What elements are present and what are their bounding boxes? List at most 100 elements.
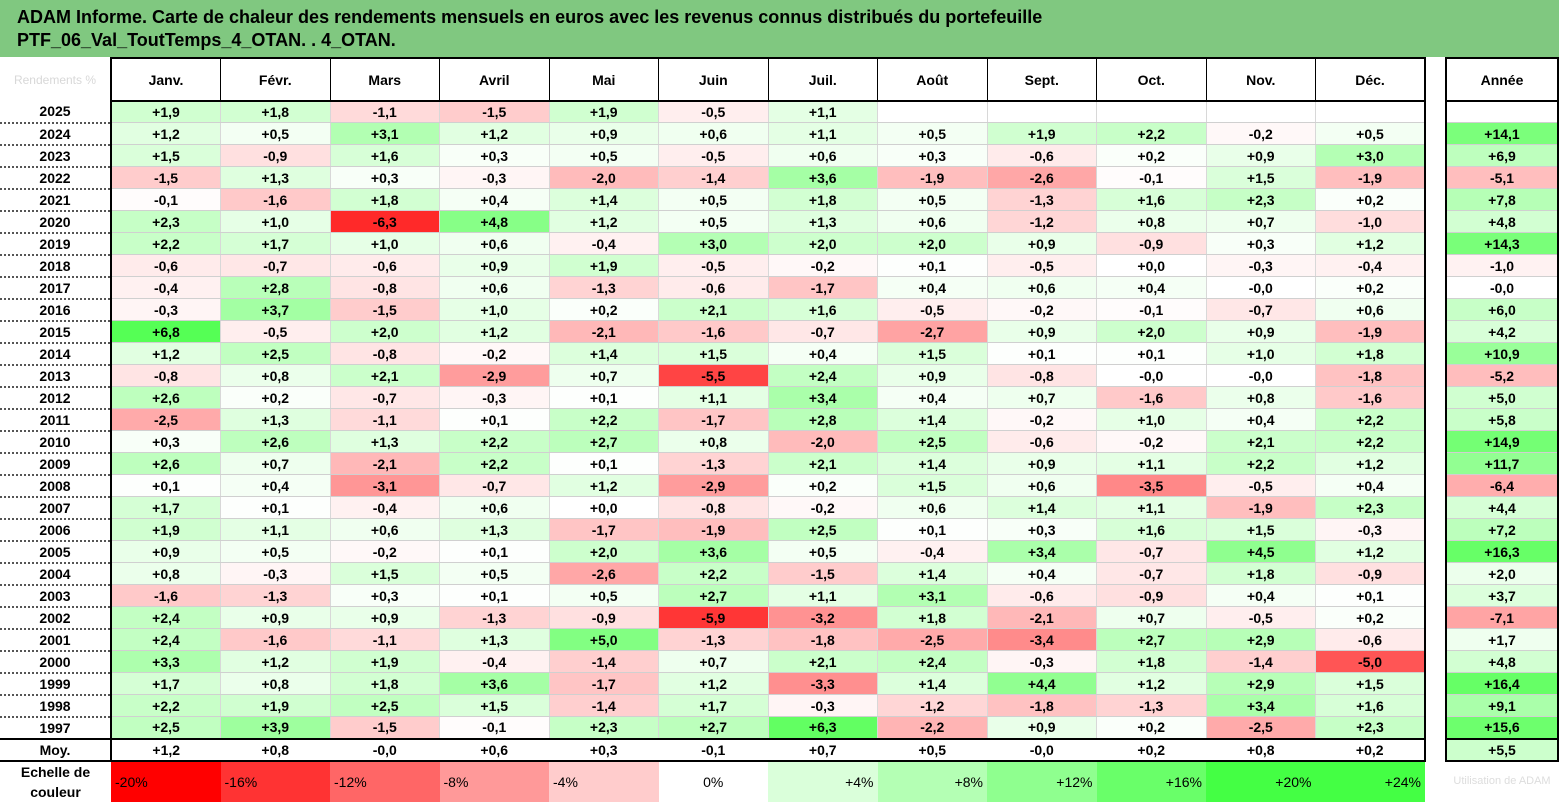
average-cell: +0,6	[439, 737, 549, 762]
heatmap-cell: -1,5	[329, 716, 440, 739]
heatmap-cell: +2,4	[110, 606, 221, 629]
average-row: Moy. +1,2 +0,8 -0,0 +0,6 +0,3 -0,1 +0,7 +0,5 -0,0…	[0, 737, 1559, 762]
heatmap-cell: +0,6	[439, 232, 549, 255]
heatmap-row: 2000 +3,3 +1,2 +1,9 -0,4 -1,4 +0,7 +2,1 +2,4 -0,3…	[0, 650, 1559, 674]
heatmap-cell: +4,8	[439, 210, 549, 233]
heatmap-cell: -1,0	[1315, 210, 1426, 233]
column-gap	[1425, 672, 1446, 695]
heatmap-cell: +0,1	[548, 452, 659, 475]
year-label: 2018	[0, 254, 111, 278]
heatmap-cell: +0,6	[986, 276, 1097, 299]
month-header: Mars	[329, 57, 440, 102]
heatmap-cell: +2,0	[767, 232, 878, 255]
heatmap-cell: -1,1	[329, 408, 440, 431]
heatmap-row: 2025 +1,9 +1,8 -1,1 -1,5 +1,9 -0,5 +1,1	[0, 101, 1559, 124]
heatmap-cell: +0,9	[986, 320, 1097, 343]
heatmap-row: 2023 +1,5 -0,9 +1,6 +0,3 +0,5 -0,5 +0,6 +0,3 -0,6…	[0, 144, 1559, 168]
corner-label: Rendements %	[13, 72, 97, 87]
annual-return-cell: +16,4	[1445, 672, 1559, 695]
heatmap-cell: +1,1	[220, 518, 330, 541]
heatmap-cell: +2,7	[658, 716, 768, 739]
heatmap-cell: -0,8	[329, 342, 440, 365]
heatmap-row: 2009 +2,6 +0,7 -2,1 +2,2 +0,1 -1,3 +2,1 +1,4 +0,9…	[0, 452, 1559, 476]
heatmap-cell: +0,3	[877, 144, 987, 167]
heatmap-cell: +0,1	[110, 474, 221, 497]
year-label: 2000	[0, 650, 111, 674]
heatmap-cell: +0,6	[658, 122, 768, 145]
heatmap-row: 2015 +6,8 -0,5 +2,0 +1,2 -2,1 -1,6 -0,7 -2,7 +0,9…	[0, 320, 1559, 344]
heatmap-cell: -0,5	[986, 254, 1097, 277]
heatmap-cell: +2,5	[220, 342, 330, 365]
heatmap-cell: +2,4	[110, 628, 221, 651]
heatmap-cell: +3,9	[220, 716, 330, 739]
heatmap-row: 2020 +2,3 +1,0 -6,3 +4,8 +1,2 +0,5 +1,3 +0,6 -1,2…	[0, 210, 1559, 234]
heatmap-cell: -0,0	[1205, 276, 1316, 299]
annual-return-cell: +4,8	[1445, 650, 1559, 673]
heatmap-cell: -1,3	[658, 628, 768, 651]
heatmap-cell: +5,0	[548, 628, 659, 651]
heatmap-cell: +0,2	[1315, 606, 1426, 629]
heatmap-cell: -0,7	[1096, 562, 1206, 585]
heatmap-cell: -1,1	[329, 628, 440, 651]
average-cell: +0,2	[1096, 737, 1206, 762]
heatmap-cell: +0,5	[548, 584, 659, 607]
color-scale-swatch: -20%	[111, 760, 221, 802]
heatmap-cell: +2,2	[658, 562, 768, 585]
heatmap-cell: +0,7	[548, 364, 659, 387]
heatmap-cell: +1,3	[767, 210, 878, 233]
heatmap-cell: -0,1	[1096, 298, 1206, 321]
heatmap-cell: +0,2	[220, 386, 330, 409]
heatmap-cell: -3,5	[1096, 474, 1206, 497]
year-label: 2021	[0, 188, 111, 212]
heatmap-cell: +0,9	[877, 364, 987, 387]
heatmap-cell: +0,5	[439, 562, 549, 585]
heatmap-cell: +1,4	[877, 672, 987, 695]
heatmap-cell: +0,9	[439, 254, 549, 277]
heatmap-cell: -1,6	[220, 628, 330, 651]
heatmap-cell: +1,5	[877, 342, 987, 365]
heatmap-cell: +1,4	[877, 408, 987, 431]
heatmap-cell: +0,4	[1315, 474, 1426, 497]
month-header: Juil.	[767, 57, 878, 102]
heatmap-cell: -0,5	[877, 298, 987, 321]
heatmap-cell: +2,2	[110, 232, 221, 255]
heatmap-cell: +0,2	[1096, 716, 1206, 739]
heatmap-cell: -2,9	[658, 474, 768, 497]
column-gap	[1425, 342, 1446, 365]
heatmap-cell: +1,3	[439, 518, 549, 541]
column-gap	[1425, 496, 1446, 519]
color-scale-swatch: +4%	[768, 760, 878, 802]
heatmap-cell: +1,8	[877, 606, 987, 629]
heatmap-cell: -1,3	[548, 276, 659, 299]
heatmap-cell: +2,3	[110, 210, 221, 233]
heatmap-cell: +1,4	[548, 188, 659, 211]
heatmap-cell: -1,4	[548, 650, 659, 673]
heatmap-cell: +2,3	[1315, 496, 1426, 519]
heatmap-cell: +0,0	[1096, 254, 1206, 277]
heatmap-cell: +1,5	[329, 562, 440, 585]
color-scale-swatch: -8%	[439, 760, 549, 802]
heatmap-cell: -0,4	[329, 496, 440, 519]
heatmap-cell: -5,5	[658, 364, 768, 387]
heatmap-cell: -1,2	[877, 694, 987, 717]
heatmap-cell: +1,2	[658, 672, 768, 695]
color-scale-swatch: +16%	[1096, 760, 1206, 802]
heatmap-cell: -0,6	[110, 254, 221, 277]
heatmap-cell: +1,8	[329, 672, 440, 695]
heatmap-row: 2013 -0,8 +0,8 +2,1 -2,9 +0,7 -5,5 +2,4 +0,9 -0,8…	[0, 364, 1559, 388]
heatmap-cell: +1,3	[329, 430, 440, 453]
heatmap-cell: -1,5	[439, 101, 549, 123]
heatmap-cell: +2,5	[767, 518, 878, 541]
heatmap-cell: -1,9	[1315, 166, 1426, 189]
heatmap-cell: -0,0	[1096, 364, 1206, 387]
heatmap-cell: +2,5	[110, 716, 221, 739]
color-scale-swatch: -16%	[220, 760, 330, 802]
column-gap	[1425, 584, 1446, 607]
annual-return-cell: -0,0	[1445, 276, 1559, 299]
heatmap-cell: +0,1	[439, 584, 549, 607]
month-header: Juin	[658, 57, 768, 102]
column-gap	[1425, 320, 1446, 343]
year-label: 2020	[0, 210, 111, 234]
annual-return-cell: +16,3	[1445, 540, 1559, 563]
heatmap-cell: -0,9	[1096, 584, 1206, 607]
